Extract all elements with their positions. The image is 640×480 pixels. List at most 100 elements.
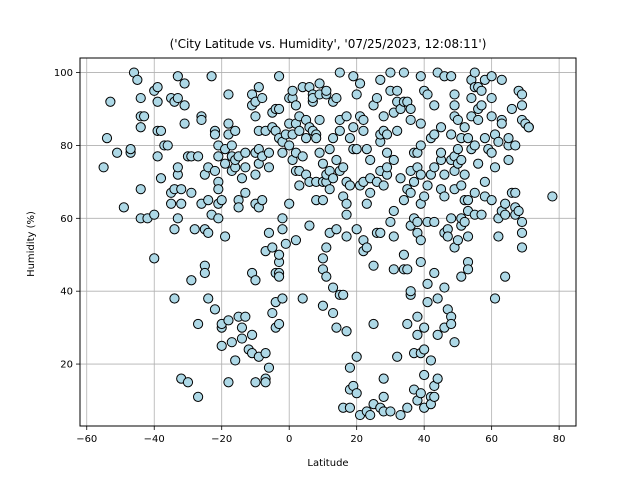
data-point: [344, 402, 356, 413]
data-point: [381, 129, 393, 140]
x-axis-label: Latitude: [307, 458, 348, 469]
data-point: [415, 256, 426, 268]
data-point: [368, 260, 379, 271]
data-point: [240, 311, 251, 322]
data-point: [402, 318, 413, 330]
data-point: [395, 409, 406, 421]
y-tick-label: 20: [60, 360, 73, 371]
data-point: [250, 275, 261, 286]
data-point: [317, 253, 329, 264]
data-point: [429, 216, 440, 228]
data-point: [250, 111, 261, 122]
data-point: [327, 307, 339, 319]
data-point: [139, 111, 150, 122]
data-point: [327, 173, 339, 184]
data-point: [118, 202, 129, 213]
data-point: [263, 227, 275, 238]
data-point: [277, 224, 288, 235]
data-point: [209, 304, 221, 315]
data-point: [412, 329, 423, 341]
data-point: [419, 191, 430, 202]
data-point: [486, 92, 497, 104]
data-point: [199, 267, 210, 279]
data-point: [385, 216, 396, 228]
data-point: [344, 180, 356, 191]
data-point: [203, 293, 214, 304]
data-point: [378, 391, 389, 402]
x-tick-label: −20: [211, 434, 232, 445]
x-tick-label: 60: [485, 434, 498, 445]
data-point: [459, 169, 470, 180]
data-point: [327, 282, 339, 293]
data-point: [338, 162, 349, 173]
data-point: [152, 96, 163, 107]
data-point: [149, 253, 160, 264]
data-point: [425, 355, 437, 366]
data-point: [257, 92, 268, 104]
data-point: [263, 162, 275, 173]
y-tick-label: 40: [60, 287, 73, 298]
data-point: [226, 337, 237, 348]
data-point: [516, 100, 528, 111]
data-point: [449, 89, 460, 100]
data-point: [422, 89, 433, 100]
data-point: [392, 85, 403, 96]
data-point: [510, 140, 521, 151]
data-point: [500, 209, 511, 220]
data-point: [415, 388, 426, 399]
data-point: [132, 74, 143, 85]
data-point: [375, 74, 386, 85]
x-tick-label: 80: [553, 434, 566, 445]
data-point: [408, 176, 420, 187]
data-point: [236, 173, 248, 184]
data-point: [314, 78, 325, 89]
data-point: [405, 286, 416, 297]
data-point: [435, 122, 447, 133]
plot-frame: [79, 57, 577, 427]
data-point: [172, 213, 183, 224]
data-point: [219, 158, 231, 169]
data-point: [466, 92, 477, 104]
x-tick-label: 20: [350, 434, 363, 445]
data-point: [496, 118, 507, 129]
data-point: [415, 118, 426, 129]
data-point: [361, 143, 372, 155]
data-point: [223, 377, 234, 388]
data-point: [206, 71, 217, 82]
data-point: [203, 194, 214, 206]
data-point: [226, 140, 237, 151]
data-point: [392, 351, 403, 362]
data-point: [348, 122, 359, 133]
data-point: [223, 89, 234, 100]
data-point: [331, 154, 342, 166]
data-point: [304, 220, 315, 231]
data-point: [277, 147, 288, 158]
data-point: [152, 82, 163, 93]
data-point: [422, 297, 433, 308]
data-point: [297, 151, 308, 162]
data-point: [476, 85, 487, 96]
data-point: [388, 154, 399, 166]
data-point: [446, 71, 457, 82]
data-point: [176, 198, 187, 209]
data-point: [155, 125, 167, 136]
data-point: [287, 85, 298, 96]
data-point: [209, 165, 221, 177]
data-point: [449, 337, 460, 348]
data-point: [182, 377, 194, 388]
data-point: [331, 224, 342, 235]
data-point: [334, 125, 345, 136]
data-point: [493, 136, 504, 147]
data-point: [395, 173, 406, 184]
data-point: [186, 187, 197, 198]
data-point: [294, 125, 305, 136]
data-point: [135, 184, 146, 195]
data-point: [166, 198, 177, 209]
data-point: [223, 118, 234, 129]
data-point: [179, 118, 190, 129]
data-point: [479, 133, 490, 144]
data-point: [446, 129, 457, 140]
data-point: [216, 194, 227, 206]
data-point: [473, 158, 484, 169]
